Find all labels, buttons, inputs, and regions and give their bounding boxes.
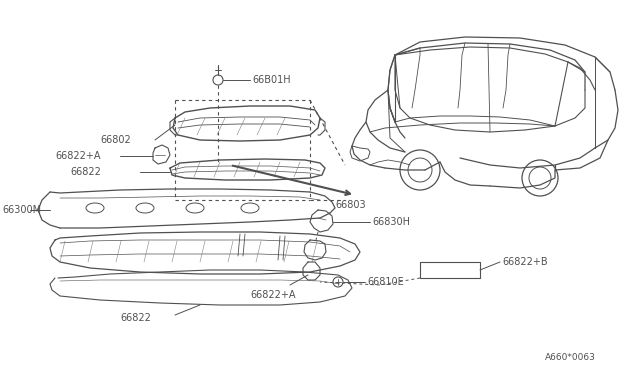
Text: 66822+B: 66822+B <box>502 257 548 267</box>
Text: 66300M: 66300M <box>2 205 41 215</box>
Text: 66822: 66822 <box>70 167 101 177</box>
Text: A660*0063: A660*0063 <box>545 353 596 362</box>
Text: 66810E: 66810E <box>367 277 404 287</box>
Text: 66822: 66822 <box>120 313 151 323</box>
Text: 66822+A: 66822+A <box>55 151 100 161</box>
Text: 66822+A: 66822+A <box>250 290 296 300</box>
Text: 66802: 66802 <box>100 135 131 145</box>
Text: 66B01H: 66B01H <box>252 75 291 85</box>
Text: 66803: 66803 <box>335 200 365 210</box>
Text: 66830H: 66830H <box>372 217 410 227</box>
